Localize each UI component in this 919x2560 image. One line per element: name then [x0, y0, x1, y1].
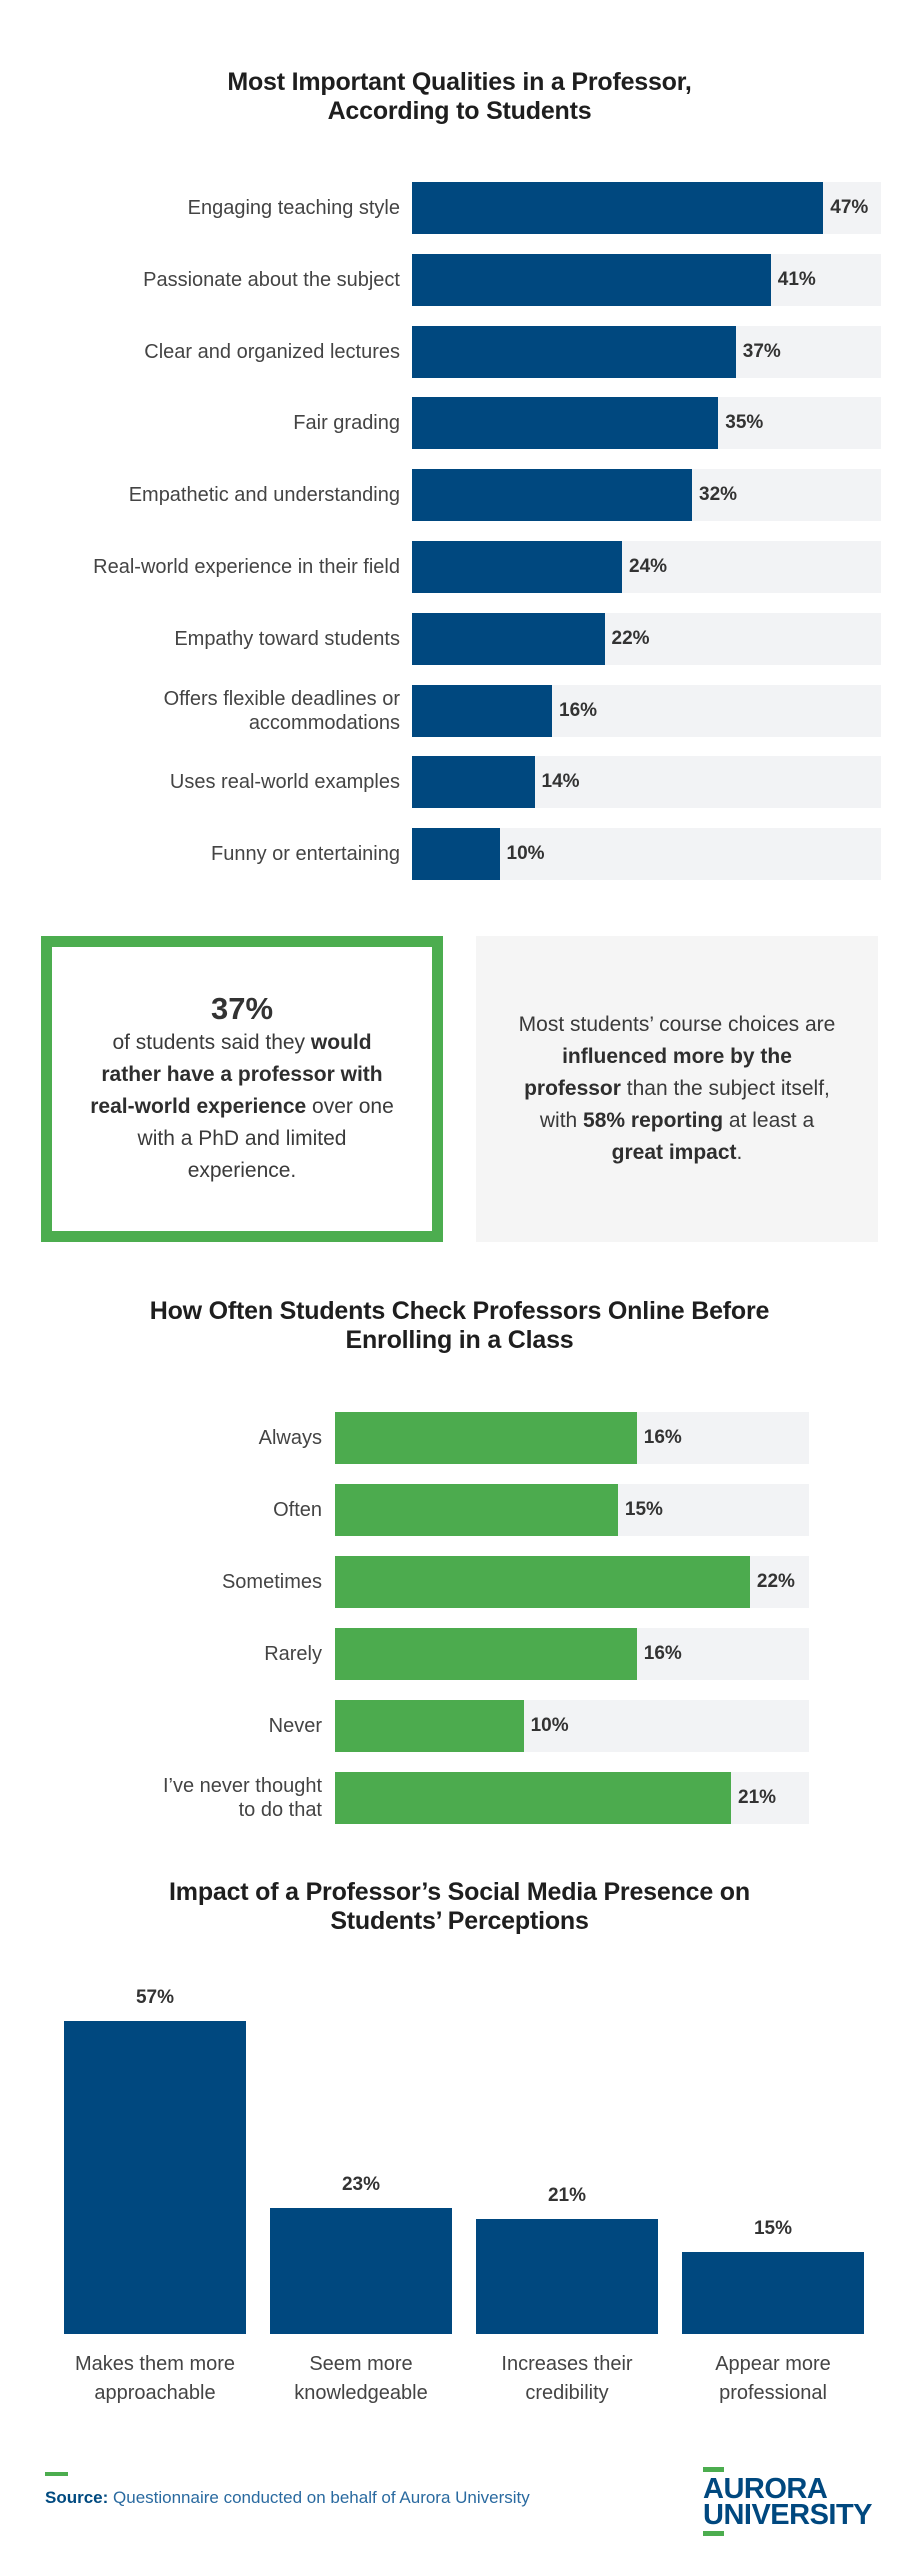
bar-fill — [412, 397, 719, 450]
bar-label: Often — [273, 1499, 322, 1521]
stat-value: 37% — [210, 991, 274, 1026]
bar-fill — [335, 1772, 732, 1824]
bar-value: 47% — [830, 197, 869, 218]
bar-label: Fair grading — [293, 412, 400, 435]
bar-label: Sometimes — [221, 1571, 322, 1593]
bar-value: 22% — [611, 627, 650, 649]
chart1-title: Most Important Qualities in a Professor,… — [0, 68, 919, 126]
chart2-title: How Often Students Check Professors Onli… — [0, 1297, 919, 1355]
bar-track — [335, 1556, 809, 1608]
column-label: Increases their credibility — [501, 2353, 633, 2404]
bar-track — [335, 1772, 809, 1824]
bar-fill — [412, 828, 500, 881]
bar-track — [412, 397, 881, 450]
column-bar — [270, 2207, 452, 2334]
bar-label: Offers flexible deadlines or accommodati… — [163, 687, 400, 734]
column-label: Appear more professional — [715, 2353, 831, 2404]
bar-label: Engaging teaching style — [187, 197, 400, 219]
column-bar — [64, 2020, 246, 2334]
bar-label: Clear and organized lectures — [144, 340, 400, 363]
bar-track — [412, 469, 881, 522]
bar-track — [412, 828, 881, 881]
column-value: 23% — [341, 2173, 381, 2195]
bar-value: 10% — [530, 1715, 569, 1736]
chart1-title-line2: According to Students — [327, 97, 592, 125]
bar-fill — [335, 1556, 750, 1608]
bar-value: 15% — [624, 1499, 663, 1520]
bar-label: Always — [258, 1427, 322, 1449]
column-bar — [682, 2251, 864, 2334]
chart2-title-line1: How Often Students Check Professors Onli… — [149, 1297, 770, 1325]
bar-track — [335, 1484, 809, 1536]
column-value: 21% — [547, 2184, 587, 2206]
bar-track — [412, 325, 881, 378]
bar-value: 32% — [699, 484, 738, 506]
bar-fill — [412, 612, 605, 665]
bar-fill — [412, 541, 622, 593]
stat-callout-course-choice: Most students’ course choices are influe… — [476, 936, 878, 1242]
bar-value: 37% — [742, 340, 781, 362]
bar-track — [412, 253, 881, 306]
bar-label: Rarely — [264, 1643, 322, 1665]
bar-fill — [412, 684, 552, 737]
bar-fill — [335, 1628, 637, 1680]
chart3-title-line1: Impact of a Professor’s Social Media Pre… — [169, 1878, 750, 1906]
bar-fill — [412, 253, 771, 306]
bar-label: Never — [268, 1715, 322, 1737]
aurora-university-logo: AURORA UNIVERSITY — [703, 2467, 873, 2536]
chart2-title-line2: Enrolling in a Class — [345, 1326, 574, 1354]
bar-label: Real-world experience in their field — [93, 556, 400, 578]
logo-line2: UNIVERSITY — [703, 2499, 873, 2531]
bar-fill — [335, 1412, 637, 1464]
stat-description: of students said they would rather have … — [90, 1031, 394, 1182]
bar-value: 16% — [643, 1427, 682, 1448]
bar-value: 10% — [506, 843, 545, 865]
bar-track — [335, 1412, 809, 1464]
bar-value: 35% — [725, 412, 764, 434]
bar-label: I’ve never thought to do that — [163, 1775, 322, 1821]
bar-fill — [412, 756, 535, 809]
column-value: 15% — [753, 2217, 793, 2239]
bar-track — [335, 1628, 809, 1680]
bar-track — [412, 182, 881, 234]
bar-track — [335, 1700, 809, 1752]
bar-value: 41% — [777, 268, 816, 290]
bar-fill — [335, 1484, 618, 1536]
logo-line1: AURORA — [703, 2473, 828, 2505]
bar-track — [412, 612, 881, 665]
chart1-title-line1: Most Important Qualities in a Professor, — [227, 68, 692, 96]
bar-value: 16% — [643, 1643, 682, 1664]
bar-label: Passionate about the subject — [143, 268, 400, 291]
logo-accent-bottom — [703, 2531, 724, 2536]
bar-value: 24% — [629, 556, 668, 577]
bar-value: 14% — [541, 771, 580, 793]
column-value: 57% — [135, 1986, 175, 2008]
bar-fill — [335, 1700, 524, 1752]
bar-value: 22% — [756, 1571, 795, 1592]
footer-accent-dash — [45, 2472, 68, 2476]
chart3-title: Impact of a Professor’s Social Media Pre… — [0, 1878, 919, 1936]
bar-fill — [412, 182, 824, 234]
bar-label: Empathetic and understanding — [128, 484, 400, 507]
bar-value: 16% — [559, 699, 598, 721]
bar-label: Uses real-world examples — [169, 771, 400, 794]
bar-track — [412, 541, 881, 593]
bar-track — [412, 684, 881, 737]
logo-accent-top — [703, 2467, 724, 2472]
bar-track — [412, 756, 881, 809]
source-note: Source: Questionnaire conducted on behal… — [45, 2488, 530, 2507]
column-bar — [476, 2218, 658, 2334]
stat-callout-real-world: 37% of students said they would rather h… — [41, 936, 443, 1242]
bar-fill — [412, 469, 692, 522]
bar-value: 21% — [738, 1787, 777, 1808]
stat-description: Most students’ course choices are influe… — [518, 1013, 836, 1164]
chart3-title-line2: Students’ Perceptions — [330, 1907, 589, 1935]
bar-label: Funny or entertaining — [210, 843, 400, 866]
bar-fill — [412, 325, 736, 378]
column-label: Makes them more approachable — [74, 2353, 236, 2404]
bar-label: Empathy toward students — [174, 627, 400, 650]
column-label: Seem more knowledgeable — [294, 2353, 428, 2404]
